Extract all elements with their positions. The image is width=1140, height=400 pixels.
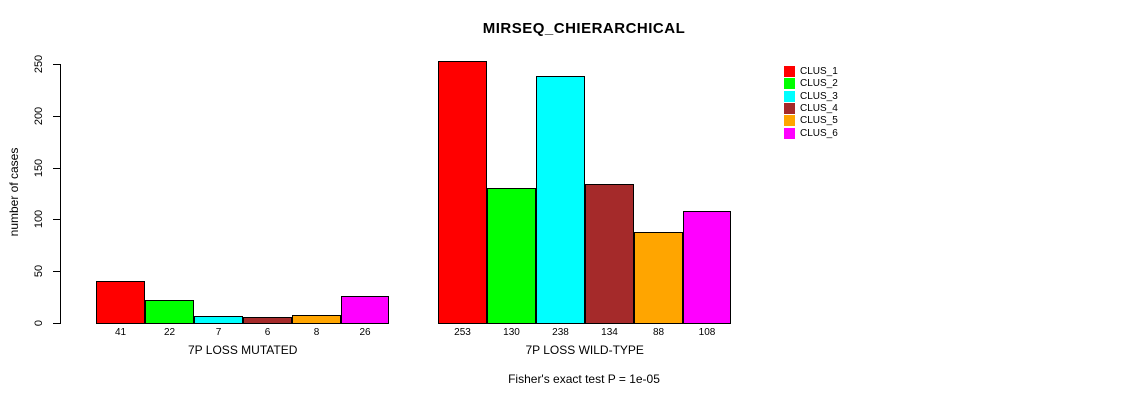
- bar-clus_2-wildtype: [487, 188, 536, 324]
- bar-clus_6-wildtype: [683, 211, 731, 324]
- x-group-label-wildtype: 7P LOSS WILD-TYPE: [525, 343, 644, 357]
- bar-clus_4-mutated: [243, 317, 292, 324]
- bar-clus_2-mutated: [145, 300, 194, 324]
- bar-value-label: 41: [114, 327, 127, 338]
- legend-label-clus_5: CLUS_5: [800, 115, 838, 126]
- bar-value-label: 6: [264, 327, 271, 338]
- bar-value-label: 253: [454, 327, 471, 338]
- legend-swatch-clus_1: [784, 66, 795, 77]
- legend-label-clus_6: CLUS_6: [800, 128, 838, 139]
- legend-swatch-clus_5: [784, 115, 795, 126]
- chart-title: MIRSEQ_CHIERARCHICAL: [482, 20, 686, 37]
- bar-clus_1-wildtype: [438, 61, 487, 324]
- x-group-label-mutated: 7P LOSS MUTATED: [188, 343, 298, 357]
- y-tick-label: 200: [33, 106, 45, 126]
- bar-clus_3-mutated: [194, 316, 243, 324]
- bar-value-label: 130: [503, 327, 520, 338]
- y-tick-mark: [53, 116, 60, 117]
- bar-value-label: 88: [652, 327, 665, 338]
- legend-label-clus_3: CLUS_3: [800, 91, 838, 102]
- legend-label-clus_4: CLUS_4: [800, 103, 838, 114]
- bar-clus_4-wildtype: [585, 184, 634, 324]
- bar-value-label: 108: [698, 327, 716, 338]
- bar-clus_5-mutated: [292, 315, 341, 324]
- legend-label-clus_2: CLUS_2: [800, 78, 838, 89]
- y-tick-mark: [53, 64, 60, 65]
- legend-label-clus_1: CLUS_1: [800, 66, 838, 77]
- y-tick-mark: [53, 219, 60, 220]
- y-tick-label: 50: [33, 264, 45, 278]
- y-tick-label: 150: [33, 158, 45, 178]
- bar-value-label: 22: [163, 327, 176, 338]
- y-axis-label: number of cases: [7, 147, 21, 237]
- y-tick-mark: [53, 168, 60, 169]
- bar-clus_6-mutated: [341, 296, 389, 324]
- bar-clus_1-mutated: [96, 281, 145, 324]
- legend-swatch-clus_4: [784, 103, 795, 114]
- bar-value-label: 26: [359, 327, 371, 338]
- legend-swatch-clus_3: [784, 91, 795, 102]
- y-tick-label: 100: [33, 209, 45, 229]
- bar-value-label: 238: [552, 327, 569, 338]
- bar-clus_3-wildtype: [536, 76, 585, 324]
- bar-value-label: 8: [313, 327, 320, 338]
- legend-swatch-clus_6: [784, 128, 795, 139]
- legend-swatch-clus_2: [784, 78, 795, 89]
- y-tick-mark: [53, 271, 60, 272]
- bar-value-label: 134: [601, 327, 618, 338]
- y-tick-label: 0: [33, 319, 45, 327]
- fisher-test-annotation: Fisher's exact test P = 1e-05: [508, 372, 660, 386]
- y-tick-mark: [53, 323, 60, 324]
- bar-value-label: 7: [215, 327, 222, 338]
- bar-clus_5-wildtype: [634, 232, 683, 324]
- y-axis-line: [60, 64, 61, 324]
- y-tick-label: 250: [33, 54, 45, 74]
